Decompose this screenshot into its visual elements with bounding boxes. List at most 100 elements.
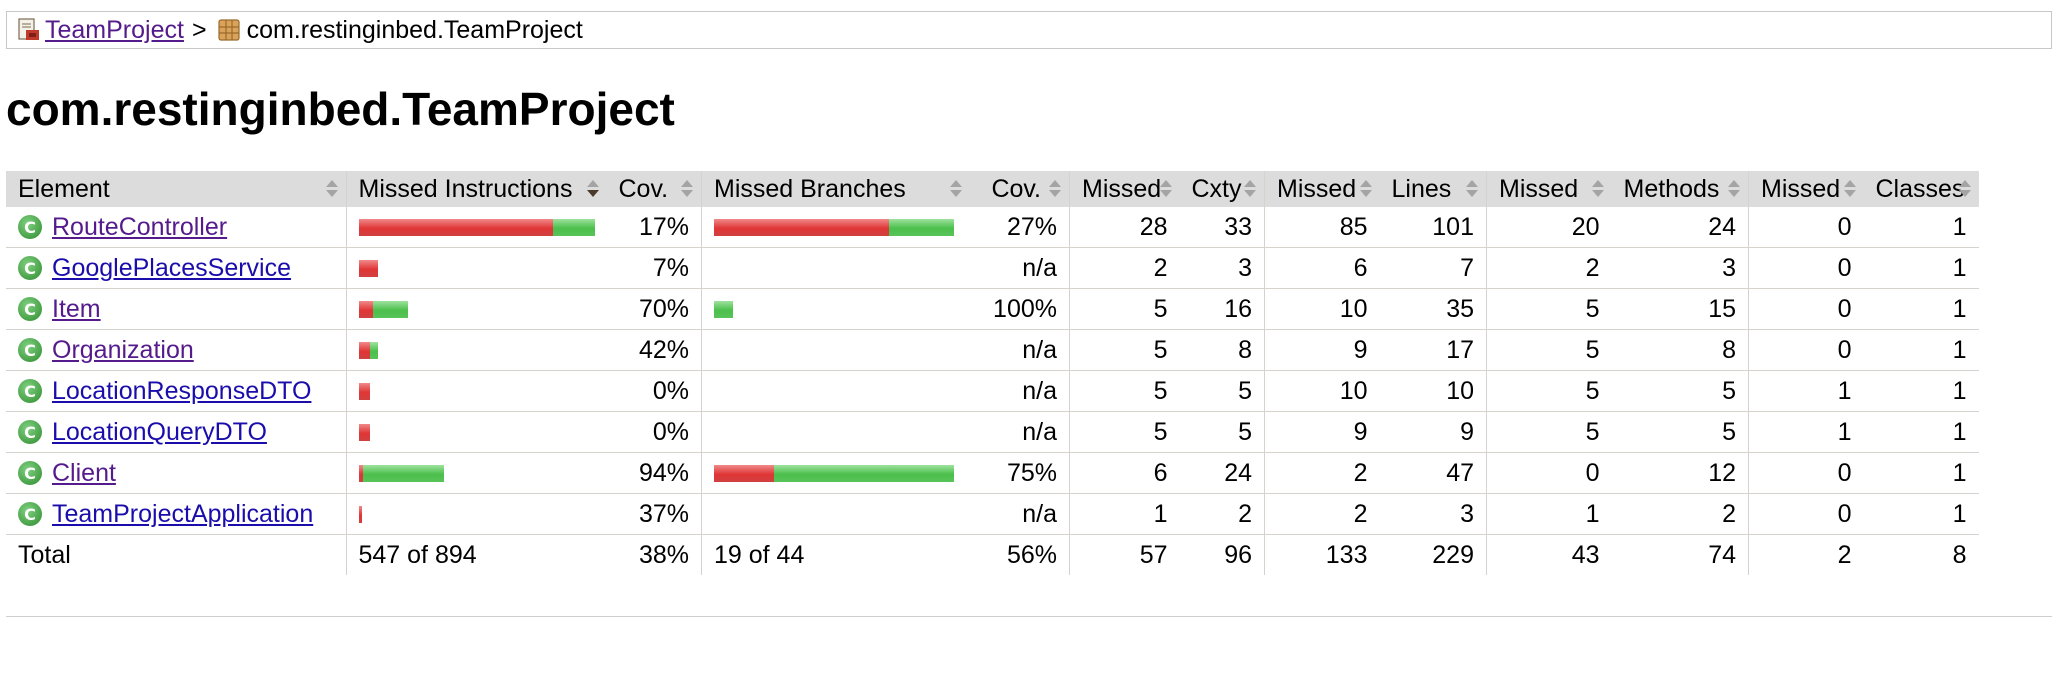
complexity: 33	[1179, 207, 1265, 248]
missed-methods: 2	[1486, 247, 1612, 289]
sort-icon[interactable]	[325, 180, 338, 198]
complexity: 2	[1179, 493, 1265, 535]
class-link[interactable]: TeamProjectApplication	[52, 499, 314, 528]
missed-methods: 20	[1486, 207, 1612, 248]
class-link[interactable]: LocationQueryDTO	[52, 417, 267, 446]
class-link[interactable]: LocationResponseDTO	[52, 376, 312, 405]
class-link[interactable]: Item	[52, 294, 101, 323]
classes: 1	[1863, 411, 1979, 453]
missed-bar	[358, 259, 378, 277]
header-missed-classes[interactable]: Missed	[1748, 171, 1864, 207]
sort-icon[interactable]	[1728, 180, 1740, 198]
missed-lines: 85	[1264, 207, 1380, 248]
table-body: C RouteController 17% 27% 28 33 85 101 20 24 0 1 C Go…	[6, 207, 1979, 535]
table-row: C Item 70% 100% 5 16 10 35 5 15 0 1	[6, 288, 1979, 330]
sort-icon[interactable]	[586, 180, 599, 198]
header-lines[interactable]: Lines	[1379, 171, 1487, 207]
missed-instructions-cell	[345, 247, 607, 289]
class-icon: C	[18, 461, 42, 485]
header-classes[interactable]: Classes	[1863, 171, 1979, 207]
branches-coverage: n/a	[969, 493, 1070, 535]
methods: 2	[1611, 493, 1749, 535]
element-cell: C GooglePlacesService	[6, 247, 346, 289]
class-link[interactable]: RouteController	[52, 212, 228, 241]
header-missed-complexity[interactable]: Missed	[1069, 171, 1180, 207]
header-missed-branches[interactable]: Missed Branches	[701, 171, 970, 207]
sort-icon[interactable]	[681, 180, 693, 198]
instructions-coverage: 0%	[606, 411, 702, 453]
sort-icon[interactable]	[949, 180, 962, 198]
header-missed-methods[interactable]: Missed	[1486, 171, 1612, 207]
total-instructions: 547 of 894	[345, 534, 607, 575]
branches-coverage: 75%	[969, 452, 1070, 494]
missed-methods: 5	[1486, 411, 1612, 453]
missed-complexity: 6	[1069, 452, 1180, 494]
breadcrumb-root-link[interactable]: TeamProject	[45, 15, 184, 44]
header-complexity[interactable]: Cxty	[1179, 171, 1265, 207]
instructions-coverage: 94%	[606, 452, 702, 494]
sort-icon[interactable]	[1049, 180, 1061, 198]
missed-lines: 9	[1264, 329, 1380, 371]
table-row: C GooglePlacesService 7% n/a 2 3 6 7 2 3 0 1	[6, 247, 1979, 289]
lines: 7	[1379, 247, 1487, 289]
missed-bar	[358, 300, 373, 318]
coverage-bar	[714, 218, 958, 236]
total-missed-lines: 133	[1264, 534, 1380, 575]
class-icon: C	[18, 338, 42, 362]
total-instructions-coverage: 38%	[638, 540, 689, 569]
covered-bar	[889, 218, 954, 236]
lines: 35	[1379, 288, 1487, 330]
missed-bar	[358, 218, 553, 236]
sort-icon[interactable]	[1466, 180, 1478, 198]
header-methods[interactable]: Methods	[1611, 171, 1749, 207]
sort-icon[interactable]	[1159, 180, 1172, 198]
sort-icon[interactable]	[1843, 180, 1856, 198]
missed-instructions-cell	[345, 370, 607, 412]
header-branches-coverage[interactable]: Cov.	[969, 171, 1070, 207]
methods: 5	[1611, 370, 1749, 412]
branches-coverage: n/a	[969, 329, 1070, 371]
class-link[interactable]: GooglePlacesService	[52, 253, 292, 282]
header-missed-lines[interactable]: Missed	[1264, 171, 1380, 207]
instructions-coverage: 7%	[606, 247, 702, 289]
sort-icon[interactable]	[1244, 180, 1256, 198]
complexity: 5	[1179, 411, 1265, 453]
element-cell: C Organization	[6, 329, 346, 371]
missed-lines: 9	[1264, 411, 1380, 453]
missed-branches-cell	[701, 329, 970, 371]
class-link[interactable]: Organization	[52, 335, 194, 364]
class-link[interactable]: Client	[52, 458, 116, 487]
missed-lines: 2	[1264, 493, 1380, 535]
header-instructions-coverage[interactable]: Cov.	[606, 171, 702, 207]
missed-bar	[358, 464, 363, 482]
lines: 47	[1379, 452, 1487, 494]
missed-complexity: 5	[1069, 411, 1180, 453]
missed-bar	[714, 464, 774, 482]
covered-bar	[362, 464, 444, 482]
breadcrumb-separator: >	[191, 15, 207, 44]
total-missed-complexity: 57	[1069, 534, 1180, 575]
missed-complexity: 28	[1069, 207, 1180, 248]
missed-branches-cell	[701, 207, 970, 248]
methods: 15	[1611, 288, 1749, 330]
total-missed-classes: 2	[1748, 534, 1864, 575]
lines: 10	[1379, 370, 1487, 412]
missed-bar	[358, 423, 370, 441]
lines: 3	[1379, 493, 1487, 535]
branches-coverage: n/a	[969, 247, 1070, 289]
coverage-bar	[714, 464, 958, 482]
missed-branches-cell	[701, 247, 970, 289]
sort-icon[interactable]	[1958, 180, 1971, 198]
table-row: C Client 94% 75% 6 24 2 47 0 12 0 1	[6, 452, 1979, 494]
footer-divider	[6, 616, 2052, 617]
table-header-row: Element Missed Instructions Cov. Missed …	[6, 171, 1979, 207]
total-branches-coverage: 56%	[1006, 540, 1057, 569]
methods: 8	[1611, 329, 1749, 371]
missed-instructions-cell	[345, 288, 607, 330]
header-missed-instructions[interactable]: Missed Instructions	[345, 171, 607, 207]
sort-icon[interactable]	[1359, 180, 1372, 198]
sort-icon[interactable]	[1591, 180, 1604, 198]
element-cell: C Item	[6, 288, 346, 330]
table-row: C LocationQueryDTO 0% n/a 5 5 9 9 5 5 1 1	[6, 411, 1979, 453]
header-element[interactable]: Element	[6, 171, 346, 207]
